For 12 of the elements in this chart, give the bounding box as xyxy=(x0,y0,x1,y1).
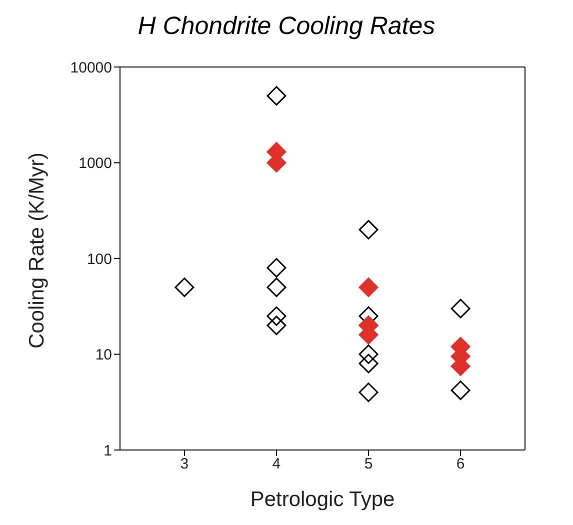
y-tick-label: 10 xyxy=(95,346,112,364)
x-tick-label: 4 xyxy=(272,456,281,473)
x-tick-label: 5 xyxy=(364,456,373,473)
x-axis-title: Petrologic Type xyxy=(250,488,395,511)
x-tick-label: 3 xyxy=(180,456,189,473)
y-tick-label: 1000 xyxy=(78,155,112,172)
y-axis-title: Cooling Rate (K/Myr) xyxy=(25,152,48,348)
chart-title: H Chondrite Cooling Rates xyxy=(136,11,436,42)
y-tick-label: 10000 xyxy=(70,59,112,76)
y-tick-label: 100 xyxy=(86,250,112,268)
y-tick-label: 1 xyxy=(104,442,112,460)
x-tick-label: 6 xyxy=(456,456,465,473)
